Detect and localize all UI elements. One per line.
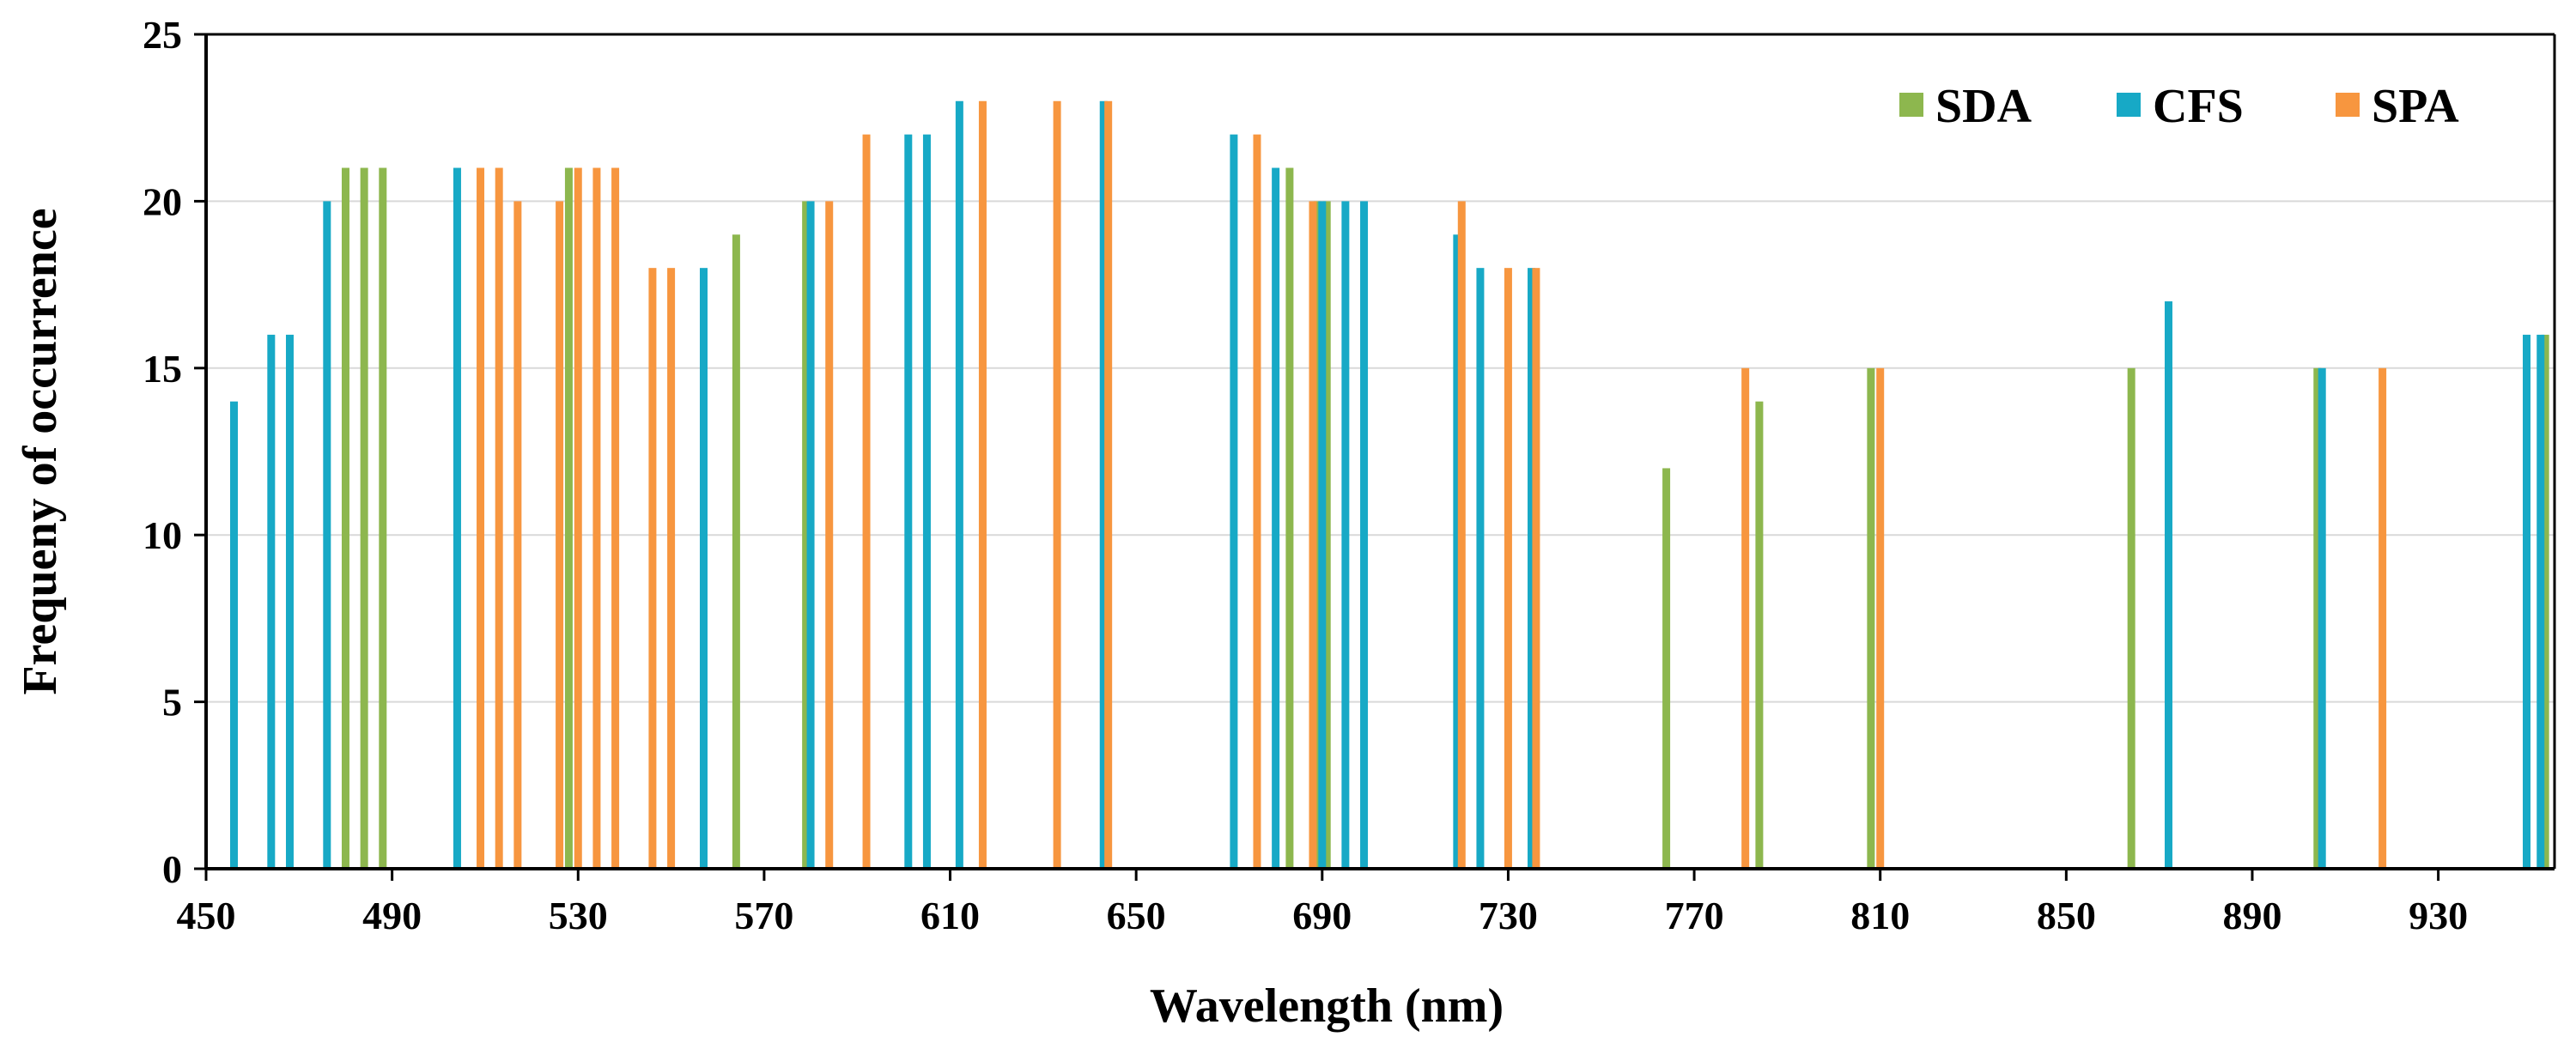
bar-sda-784 xyxy=(1755,401,1764,869)
bar-spa-644 xyxy=(1104,100,1113,869)
bar-cfs-872 xyxy=(2164,301,2172,869)
legend-swatch-cfs xyxy=(2117,93,2141,117)
x-tick-label: 450 xyxy=(177,894,236,937)
y-tick-label: 25 xyxy=(143,13,182,57)
bar-spa-617 xyxy=(978,100,987,869)
bar-sda-953 xyxy=(2541,334,2549,869)
series-spa xyxy=(477,100,2387,869)
bar-spa-546 xyxy=(648,268,657,869)
bar-cfs-605 xyxy=(922,134,931,869)
y-axis-title: Frequeny of occurrence xyxy=(14,208,67,694)
y-tick-label: 20 xyxy=(143,179,182,223)
bar-spa-517 xyxy=(513,201,522,869)
legend-label-spa: SPA xyxy=(2372,80,2459,133)
y-tick-label: 0 xyxy=(162,847,182,891)
bar-cfs-735 xyxy=(1528,268,1536,869)
bar-cfs-643 xyxy=(1099,100,1108,869)
bar-cfs-680 xyxy=(1272,167,1280,869)
bar-sda-484 xyxy=(360,167,368,869)
bar-spa-918 xyxy=(2379,367,2387,869)
legend: SDA CFS SPA xyxy=(1899,80,2459,133)
bar-spa-534 xyxy=(592,167,601,869)
x-tick-label: 810 xyxy=(1850,894,1910,937)
bar-spa-810 xyxy=(1876,367,1885,869)
bar-sda-904 xyxy=(2313,367,2322,869)
bar-spa-688 xyxy=(1309,201,1317,869)
legend-label-sda: SDA xyxy=(1935,80,2032,133)
bar-sda-564 xyxy=(732,234,740,869)
axes xyxy=(204,33,2556,870)
legend-label-cfs: CFS xyxy=(2153,80,2244,133)
bar-sda-689 xyxy=(1313,201,1321,869)
x-tick-label: 530 xyxy=(549,894,608,937)
x-axis-title: Wavelength (nm) xyxy=(1150,979,1504,1033)
bar-sda-691 xyxy=(1322,201,1331,869)
bar-cfs-557 xyxy=(699,268,708,869)
x-tick-label: 490 xyxy=(362,894,422,937)
x-tick-label: 610 xyxy=(920,894,980,937)
legend-swatch-sda xyxy=(1899,93,1923,117)
series-cfs xyxy=(229,100,2545,869)
y-tick-labels: 0 5 10 15 20 25 xyxy=(143,13,206,891)
bar-cfs-719 xyxy=(1453,234,1461,869)
bar-cfs-504 xyxy=(453,167,461,869)
bar-spa-730 xyxy=(1504,268,1512,869)
bar-cfs-695 xyxy=(1341,201,1350,869)
bar-cfs-690 xyxy=(1318,201,1327,869)
bar-spa-592 xyxy=(862,134,871,869)
bar-cfs-612 xyxy=(955,100,963,869)
bar-cfs-699 xyxy=(1360,201,1369,869)
x-tick-label: 890 xyxy=(2222,894,2281,937)
y-tick-label: 15 xyxy=(143,347,182,391)
bar-spa-584 xyxy=(825,201,834,869)
bar-spa-530 xyxy=(574,167,582,869)
bar-marks xyxy=(229,100,2549,869)
bar-cfs-949 xyxy=(2523,334,2531,869)
x-tick-label: 930 xyxy=(2409,894,2468,937)
bar-sda-579 xyxy=(802,201,811,869)
x-tick-label: 570 xyxy=(734,894,793,937)
bar-spa-633 xyxy=(1053,100,1061,869)
bar-sda-488 xyxy=(379,167,387,869)
bar-spa-720 xyxy=(1457,201,1466,869)
bar-cfs-952 xyxy=(2537,334,2545,869)
x-tick-labels: 450 490 530 570 610 650 690 730 770 810 850 890 930 xyxy=(177,869,2468,937)
x-tick-label: 690 xyxy=(1292,894,1352,937)
bar-spa-781 xyxy=(1741,367,1750,869)
legend-swatch-spa xyxy=(2336,93,2360,117)
bar-cfs-580 xyxy=(806,201,815,869)
bar-cfs-601 xyxy=(904,134,913,869)
bar-cfs-724 xyxy=(1476,268,1485,869)
bar-cfs-476 xyxy=(323,201,331,869)
bar-spa-509 xyxy=(477,167,485,869)
y-tick-label: 10 xyxy=(143,513,182,557)
bar-cfs-468 xyxy=(285,334,294,869)
bar-sda-480 xyxy=(341,167,349,869)
bar-spa-736 xyxy=(1532,268,1540,869)
bar-spa-550 xyxy=(667,268,676,869)
bar-spa-538 xyxy=(611,167,620,869)
x-tick-label: 650 xyxy=(1107,894,1166,937)
bar-sda-764 xyxy=(1662,468,1671,869)
series-sda xyxy=(341,167,2549,869)
bar-cfs-905 xyxy=(2318,367,2326,869)
bar-sda-864 xyxy=(2127,367,2136,869)
y-tick-label: 5 xyxy=(162,681,182,725)
bar-sda-683 xyxy=(1285,167,1294,869)
bar-cfs-464 xyxy=(267,334,276,869)
bar-spa-526 xyxy=(556,201,564,869)
bar-sda-528 xyxy=(564,167,573,869)
bar-cfs-671 xyxy=(1230,134,1238,869)
bar-spa-676 xyxy=(1253,134,1261,869)
bar-cfs-456 xyxy=(229,401,238,869)
x-tick-label: 770 xyxy=(1665,894,1724,937)
x-tick-label: 730 xyxy=(1479,894,1538,937)
bar-spa-513 xyxy=(495,167,503,869)
x-tick-label: 850 xyxy=(2037,894,2096,937)
bar-sda-808 xyxy=(1867,367,1875,869)
